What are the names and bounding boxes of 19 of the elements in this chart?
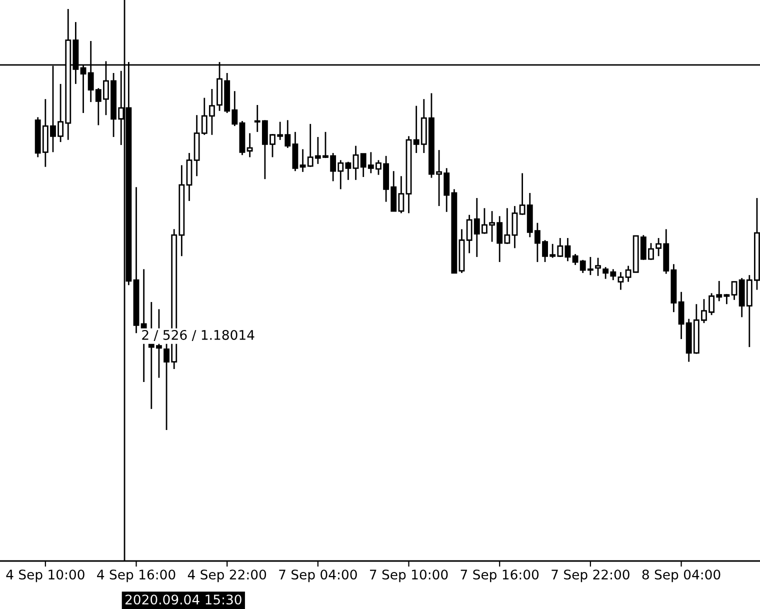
x-tick-label: 7 Sep 04:00 — [279, 570, 357, 582]
annotation: 2 / 526 / 1.18014 — [142, 330, 254, 341]
x-tick-label: 4 Sep 16:00 — [97, 570, 176, 582]
candlestick — [595, 257, 601, 277]
candlestick — [246, 132, 253, 158]
x-tick-label: 7 Sep 10:00 — [370, 570, 448, 582]
candlestick — [564, 237, 571, 262]
x-tick-label: 4 Sep 22:00 — [188, 570, 266, 582]
x-tick-label: 7 Sep 22:00 — [552, 570, 630, 582]
candlestick — [292, 131, 298, 172]
x-tick-label: 8 Sep 04:00 — [642, 570, 720, 582]
x-tick-label: 4 Sep 10:00 — [6, 570, 84, 582]
candlestick — [512, 205, 518, 249]
candlestick — [678, 291, 684, 340]
candlestick — [618, 271, 624, 290]
candlestick — [352, 145, 359, 181]
candlestick — [731, 281, 738, 301]
text: 2020.09.04 15:30 — [125, 594, 242, 605]
x-tick-label: 7 Sep 16:00 — [460, 570, 539, 582]
